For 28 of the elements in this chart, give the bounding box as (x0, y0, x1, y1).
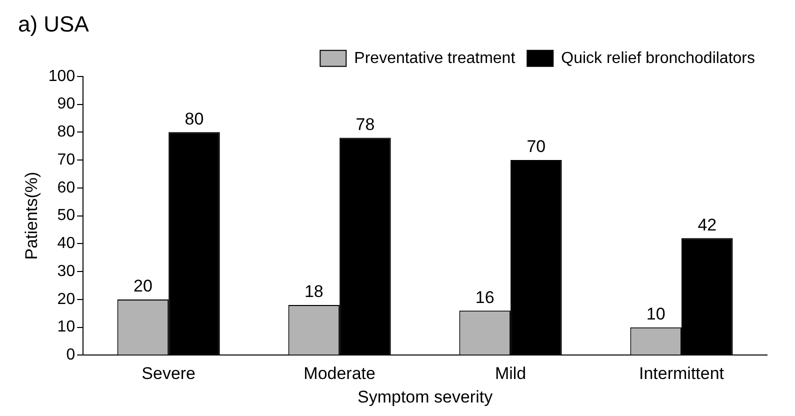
y-tick-label: 80 (57, 124, 76, 141)
legend-label: Preventative treatment (354, 50, 516, 67)
data-label: 70 (526, 137, 546, 156)
x-tick-label: Severe (142, 364, 196, 384)
y-tick-label: 70 (57, 151, 76, 168)
chart-title: a) USA (18, 11, 90, 36)
y-tick-label: 0 (66, 346, 76, 364)
x-tick-label: Intermittent (638, 364, 724, 384)
data-label: 42 (698, 215, 717, 234)
y-tick-label: 20 (57, 290, 76, 308)
y-tick-label: 10 (57, 318, 76, 336)
data-label: 10 (646, 304, 666, 324)
y-tick-label: 90 (57, 96, 76, 113)
y-tick-label: 50 (57, 207, 76, 224)
data-label: 18 (304, 282, 324, 302)
x-tick-label: Mild (494, 364, 526, 384)
y-tick-label: 60 (57, 179, 76, 196)
y-tick-label: 40 (57, 235, 76, 252)
data-label: 20 (133, 276, 152, 296)
data-label: 78 (356, 114, 375, 134)
data-label: 80 (184, 109, 204, 128)
data-label: 16 (475, 288, 494, 307)
y-tick-label: 100 (48, 68, 76, 85)
y-axis-title: Patients(%) (22, 172, 41, 260)
x-axis-title: Symptom severity (358, 387, 494, 406)
x-tick-label: Moderate (304, 364, 376, 384)
legend-label: Quick relief bronchodilators (561, 50, 756, 67)
y-tick-label: 30 (57, 262, 76, 280)
